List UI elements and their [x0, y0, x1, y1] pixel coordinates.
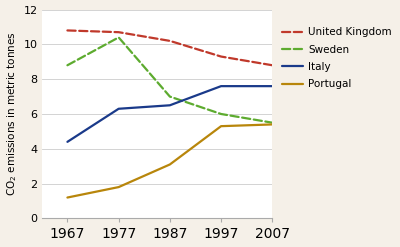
Sweden: [116, 36, 121, 39]
Italy: [116, 107, 121, 110]
Italy: [65, 140, 70, 143]
Y-axis label: CO$_2$ emissions in metric tonnes: CO$_2$ emissions in metric tonnes: [6, 32, 19, 196]
Line: Italy: Italy: [68, 86, 272, 142]
Line: United Kingdom: United Kingdom: [68, 30, 272, 65]
Sweden: [270, 121, 275, 124]
Line: Sweden: Sweden: [68, 37, 272, 123]
Portugal: [219, 125, 224, 128]
Portugal: [270, 123, 275, 126]
United Kingdom: [270, 64, 275, 67]
Sweden: [65, 64, 70, 67]
Sweden: [168, 95, 172, 98]
Legend: United Kingdom, Sweden, Italy, Portugal: United Kingdom, Sweden, Italy, Portugal: [280, 25, 394, 91]
Italy: [168, 104, 172, 107]
United Kingdom: [65, 29, 70, 32]
United Kingdom: [168, 40, 172, 42]
Sweden: [219, 112, 224, 115]
Line: Portugal: Portugal: [68, 124, 272, 198]
Portugal: [168, 163, 172, 166]
Italy: [219, 85, 224, 88]
United Kingdom: [116, 31, 121, 34]
United Kingdom: [219, 55, 224, 58]
Italy: [270, 85, 275, 88]
Portugal: [116, 185, 121, 188]
Portugal: [65, 196, 70, 199]
